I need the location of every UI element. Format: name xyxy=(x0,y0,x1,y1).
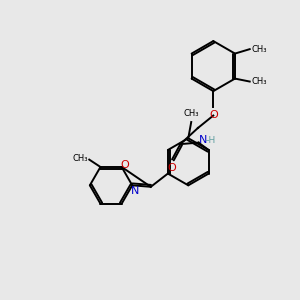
Text: CH₃: CH₃ xyxy=(184,109,199,118)
Text: CH₃: CH₃ xyxy=(251,77,267,86)
Text: CH₃: CH₃ xyxy=(251,45,267,54)
Text: N: N xyxy=(199,135,208,145)
Text: O: O xyxy=(120,160,129,170)
Text: CH₃: CH₃ xyxy=(72,154,88,163)
Text: –H: –H xyxy=(205,136,216,145)
Text: N: N xyxy=(130,186,139,196)
Text: O: O xyxy=(209,110,218,120)
Text: O: O xyxy=(167,163,176,173)
